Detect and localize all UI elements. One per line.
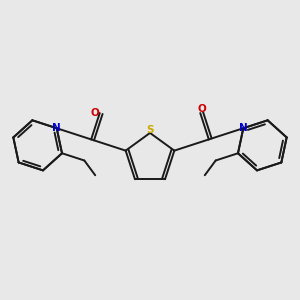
Text: O: O bbox=[198, 104, 206, 114]
Text: O: O bbox=[90, 108, 99, 118]
Text: S: S bbox=[146, 124, 154, 134]
Text: N: N bbox=[52, 123, 61, 133]
Text: N: N bbox=[239, 123, 248, 133]
